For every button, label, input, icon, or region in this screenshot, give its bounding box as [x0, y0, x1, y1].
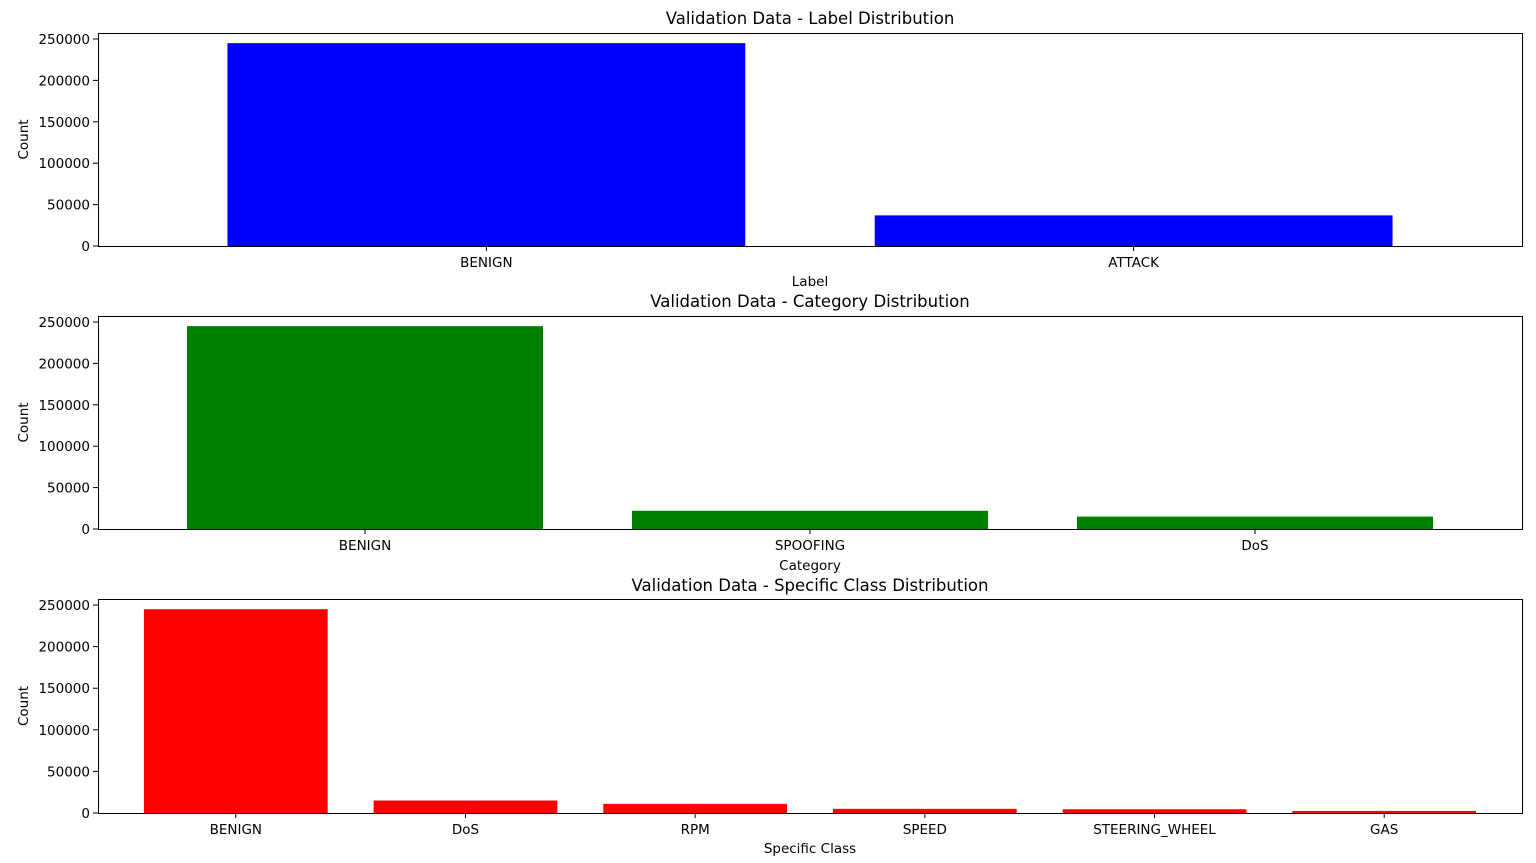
bar-speed: [832, 808, 1017, 813]
bar-dos: [1077, 516, 1433, 529]
y-tick-label: 0: [81, 522, 90, 538]
bar-steering-wheel: [1062, 809, 1247, 813]
x-tick-label: SPOOFING: [775, 538, 845, 554]
x-tick-label: GAS: [1370, 822, 1398, 838]
y-tick-label: 150000: [38, 115, 90, 131]
x-tick-label: DoS: [452, 822, 479, 838]
bar-group: [143, 609, 1477, 813]
x-tick-label: SPEED: [903, 822, 947, 838]
y-tick-label: 200000: [38, 356, 90, 372]
y-tick-label: 150000: [38, 681, 90, 697]
y-axis-label: Count: [16, 402, 32, 442]
x-tick-label: ATTACK: [1108, 255, 1160, 271]
y-axis-label: Count: [16, 686, 32, 726]
y-axis-ticks: 0 50000 100000 150000 200000 250000: [38, 32, 98, 255]
y-tick-label: 200000: [38, 73, 90, 89]
y-tick-label: 100000: [38, 723, 90, 739]
y-tick-label: 50000: [47, 764, 90, 780]
bar-dos: [373, 800, 558, 813]
bar-benign: [187, 326, 543, 529]
bar-gas: [1292, 810, 1477, 813]
x-axis-label: Specific Class: [764, 841, 856, 857]
plot-frame: [98, 33, 1523, 247]
y-tick-label: 0: [81, 806, 90, 822]
chart-title: Validation Data - Label Distribution: [666, 9, 955, 28]
chart-title: Validation Data - Specific Class Distrib…: [632, 576, 989, 595]
y-tick-label: 100000: [38, 439, 90, 455]
y-axis-ticks: 0 50000 100000 150000 200000 250000: [38, 598, 98, 822]
x-tick-label: BENIGN: [339, 538, 391, 554]
y-tick-label: 250000: [38, 32, 90, 48]
plot-frame: [98, 316, 1523, 530]
category-distribution-chart: Validation Data - Category Distribution …: [16, 292, 1523, 574]
x-tick-label: RPM: [681, 822, 710, 838]
bar-spoofing: [632, 510, 988, 529]
y-axis-ticks: 0 50000 100000 150000 200000 250000: [38, 315, 98, 538]
x-tick-label: BENIGN: [210, 822, 262, 838]
y-tick-label: 250000: [38, 315, 90, 331]
y-tick-label: 250000: [38, 598, 90, 614]
x-axis-ticks: BENIGN SPOOFING DoS: [339, 529, 1269, 554]
y-tick-label: 50000: [47, 198, 90, 214]
specific-class-distribution-chart: Validation Data - Specific Class Distrib…: [16, 576, 1523, 857]
y-axis-label: Count: [16, 119, 32, 159]
y-tick-label: 150000: [38, 398, 90, 414]
bar-attack: [874, 215, 1393, 246]
x-tick-label: STEERING_WHEEL: [1093, 822, 1216, 838]
y-tick-label: 50000: [47, 481, 90, 497]
plot-frame: [98, 599, 1523, 814]
bar-group: [187, 326, 1433, 529]
chart-title: Validation Data - Category Distribution: [650, 292, 969, 311]
y-tick-label: 200000: [38, 640, 90, 656]
y-tick-label: 100000: [38, 156, 90, 172]
x-axis-label: Label: [792, 274, 828, 290]
bar-benign: [143, 609, 328, 813]
bar-benign: [227, 43, 746, 247]
x-axis-ticks: BENIGN DoS RPM SPEED STEERING_WHEEL GAS: [210, 813, 1398, 838]
y-tick-label: 0: [81, 239, 90, 255]
x-tick-label: DoS: [1241, 538, 1268, 554]
x-axis-ticks: BENIGN ATTACK: [460, 246, 1160, 271]
bar-rpm: [603, 803, 788, 813]
label-distribution-chart: Validation Data - Label Distribution Lab…: [16, 9, 1523, 290]
bar-group: [227, 43, 1393, 247]
x-axis-label: Category: [779, 558, 841, 574]
x-tick-label: BENIGN: [460, 255, 512, 271]
